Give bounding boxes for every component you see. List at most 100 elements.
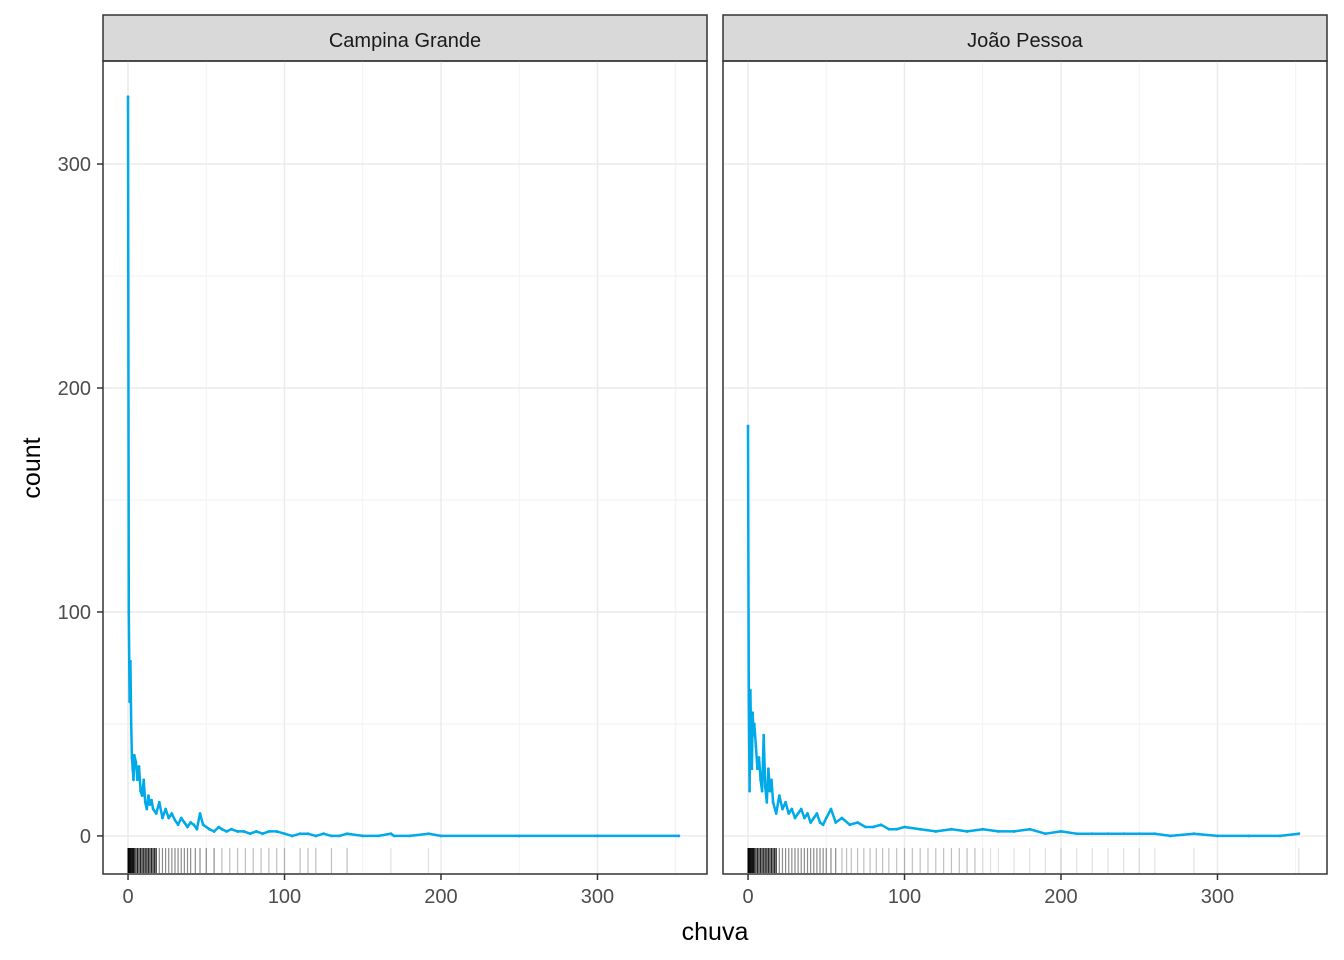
data-point — [766, 767, 770, 771]
y-tick-label: 100 — [58, 602, 91, 624]
series-line — [126, 96, 679, 838]
panel-border — [722, 60, 1328, 875]
data-point — [132, 753, 136, 757]
x-tick-label: 0 — [742, 886, 753, 908]
data-point — [408, 834, 412, 838]
data-point — [840, 816, 844, 820]
data-point — [439, 834, 443, 838]
x-tick-label: 200 — [1044, 886, 1077, 908]
data-point — [752, 733, 755, 737]
data-point — [283, 832, 286, 836]
data-point — [217, 825, 221, 829]
data-point — [763, 785, 767, 789]
data-point — [1090, 832, 1094, 836]
y-tick-label: 300 — [58, 154, 91, 176]
data-point — [757, 756, 761, 759]
data-point — [748, 789, 752, 793]
data-point — [834, 821, 838, 824]
data-point — [751, 711, 755, 715]
data-point — [198, 812, 202, 815]
panel-data — [746, 424, 1301, 873]
data-point — [145, 807, 149, 811]
data-point — [1075, 832, 1079, 836]
data-point — [747, 700, 751, 703]
data-point — [170, 812, 174, 815]
data-point — [981, 827, 985, 831]
facet-strip-label: Campina Grande — [329, 30, 481, 52]
x-tick-label: 300 — [1201, 886, 1234, 908]
data-point — [195, 827, 199, 831]
data-point — [895, 827, 899, 831]
facet-strip — [722, 14, 1328, 62]
data-point — [829, 807, 833, 811]
y-tick-label: 200 — [58, 378, 91, 400]
data-point — [345, 832, 349, 836]
data-point — [254, 830, 258, 833]
data-point — [760, 789, 764, 793]
data-point — [784, 800, 787, 804]
data-point — [903, 825, 906, 829]
data-point — [126, 95, 130, 99]
data-point — [1059, 830, 1063, 833]
data-point — [996, 830, 1000, 833]
data-point — [812, 816, 816, 820]
data-point — [261, 832, 265, 836]
panel-border — [102, 60, 708, 875]
facet-strip-label: João Pessoa — [967, 30, 1084, 52]
data-point — [790, 807, 794, 811]
data-point — [1297, 832, 1301, 836]
data-point — [148, 803, 152, 806]
data-point — [136, 778, 139, 782]
data-point — [127, 610, 131, 614]
data-point — [765, 800, 769, 804]
x-axis-title: chuva — [682, 918, 749, 946]
data-point — [887, 827, 891, 831]
axes: 0 100 200 300 0 100 200 300 0 100 200 300 — [58, 154, 1235, 908]
data-point — [140, 794, 144, 798]
data-point — [754, 744, 758, 748]
data-point — [389, 832, 393, 836]
data-point — [128, 659, 132, 663]
data-point — [376, 834, 380, 838]
data-point — [242, 830, 246, 833]
data-point — [799, 807, 803, 811]
data-point — [129, 722, 133, 726]
data-point — [146, 794, 150, 798]
facet-strip — [102, 14, 708, 62]
data-point — [1012, 830, 1016, 833]
data-point — [150, 798, 153, 802]
data-point — [132, 778, 135, 782]
data-point — [427, 832, 430, 836]
x-tick-label: 200 — [424, 886, 457, 908]
data-point — [248, 832, 252, 836]
data-point — [848, 823, 852, 827]
data-point — [1043, 832, 1047, 836]
data-point — [774, 812, 778, 815]
data-point — [677, 834, 681, 838]
data-point — [330, 834, 333, 838]
data-point — [298, 832, 302, 836]
data-point — [770, 778, 773, 782]
data-point — [793, 816, 797, 820]
data-point — [1192, 832, 1196, 836]
data-point — [746, 424, 750, 428]
data-point — [756, 767, 759, 771]
data-point — [796, 812, 800, 815]
data-point — [802, 816, 806, 820]
data-point — [275, 830, 279, 833]
data-point — [161, 816, 164, 820]
x-tick-label: 300 — [581, 886, 614, 908]
data-point — [220, 827, 224, 831]
data-point — [186, 825, 189, 829]
data-point — [1122, 832, 1125, 836]
data-point — [777, 794, 781, 798]
data-point — [856, 821, 859, 824]
x-tick-label: 100 — [888, 886, 921, 908]
data-point — [189, 821, 193, 824]
data-point — [134, 760, 138, 764]
data-point — [759, 778, 762, 782]
data-point — [821, 823, 825, 827]
data-point — [1216, 834, 1219, 838]
data-point — [225, 830, 229, 833]
